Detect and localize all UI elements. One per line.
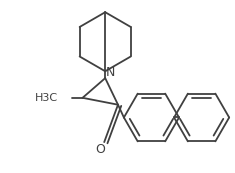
Text: N: N (106, 66, 115, 79)
Text: O: O (95, 143, 105, 156)
Text: H3C: H3C (35, 93, 58, 103)
